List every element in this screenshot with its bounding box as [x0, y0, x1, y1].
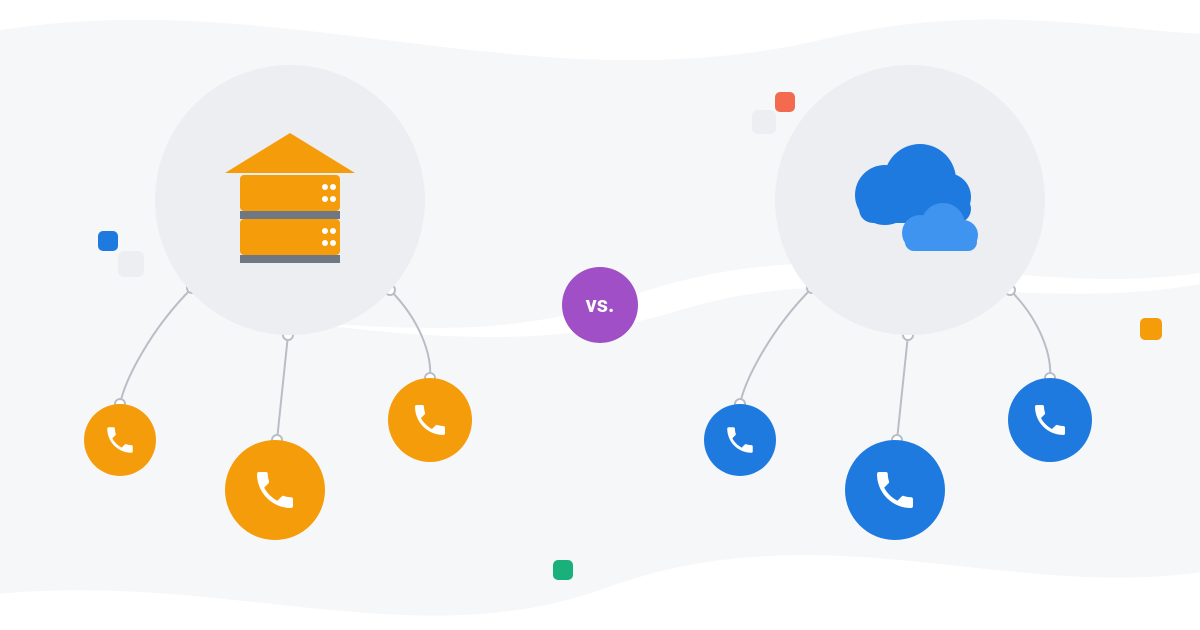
diagram-canvas: vs.	[0, 0, 1200, 630]
cloud-hub-icon-wrap	[825, 115, 995, 285]
cloud-phone-node-1	[845, 440, 945, 540]
cloud-icon	[825, 115, 995, 285]
cloud-phone-node-2	[1008, 378, 1092, 462]
cloud-phone-node-0	[704, 404, 776, 476]
vs-badge: vs.	[562, 267, 638, 343]
vs-label: vs.	[586, 293, 615, 318]
phone-icon	[1030, 400, 1070, 440]
phone-icon	[871, 466, 919, 514]
phone-icon	[723, 423, 757, 457]
